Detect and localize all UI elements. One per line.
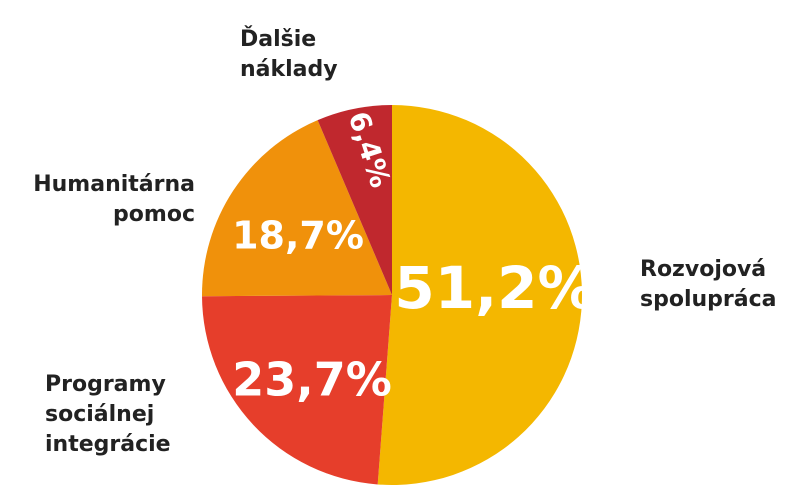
category-label: Programy sociálnej integrácie (45, 372, 171, 457)
slice (317, 105, 392, 295)
value-label: 51,2% (394, 254, 595, 322)
category-label: Ďalšie náklady (240, 27, 338, 82)
slice (202, 120, 392, 297)
category-label: Rozvojová spolupráca (640, 257, 777, 312)
value-label: 23,7% (232, 353, 392, 407)
category-label: Humanitárna pomoc (33, 172, 195, 227)
slice (377, 105, 582, 485)
value-label: 18,7% (232, 214, 364, 258)
slice (202, 295, 392, 485)
